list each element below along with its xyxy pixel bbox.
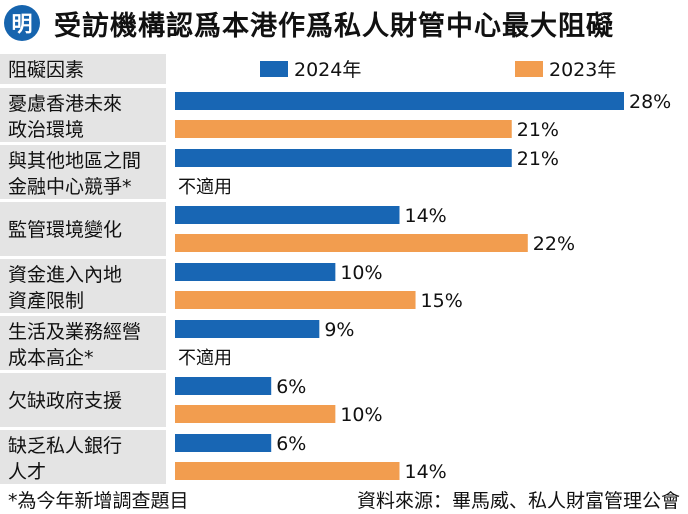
bar-2023: [175, 405, 336, 423]
data-label: 21%: [517, 119, 559, 141]
bar-2023: [175, 234, 528, 252]
chart-rows: 憂慮香港未來政治環境28%21%與其他地區之間金融中心競爭*21%不適用監管環境…: [0, 88, 671, 484]
category-label: 資產限制: [8, 290, 84, 312]
category-label: 金融中心競爭*: [8, 176, 132, 198]
data-label: 22%: [533, 233, 575, 255]
bar-2024: [175, 320, 320, 338]
data-label: 28%: [629, 91, 671, 113]
bar-2023: [175, 291, 416, 309]
not-applicable-label: 不適用: [178, 348, 232, 369]
data-label: 14%: [405, 205, 447, 227]
legend-label-0: 2024年: [294, 59, 361, 81]
not-applicable-label: 不適用: [178, 177, 232, 198]
column-header-label: 阻礙因素: [8, 59, 84, 81]
legend: 2024年 2023年: [260, 59, 616, 81]
bar-2023: [175, 120, 512, 138]
category-label: 缺乏私人銀行: [8, 435, 122, 457]
category-label-bg: [0, 202, 166, 256]
source-note: 資料來源：畢馬威、私人財富管理公會: [356, 490, 680, 512]
category-label-bg: [0, 430, 166, 484]
legend-label-1: 2023年: [549, 59, 616, 81]
bar-2024: [175, 149, 512, 167]
ming-pao-logo: 明: [4, 5, 40, 41]
data-label: 15%: [421, 290, 463, 312]
data-label: 9%: [324, 319, 354, 341]
footnote: *為今年新增調查題目: [8, 490, 189, 512]
category-label-bg: [0, 373, 166, 427]
category-label: 成本高企*: [8, 347, 94, 369]
category-label-bg: [0, 316, 166, 370]
bar-2024: [175, 377, 272, 395]
category-label: 資金進入內地: [8, 264, 122, 286]
bar-2024: [175, 434, 272, 452]
legend-swatch-1: [515, 61, 543, 77]
data-label: 14%: [405, 461, 447, 483]
category-label: 人才: [8, 461, 46, 483]
category-label: 政治環境: [8, 119, 84, 141]
data-label: 6%: [276, 376, 306, 398]
category-label: 欠缺政府支援: [8, 390, 122, 412]
category-label-bg: [0, 145, 166, 199]
legend-swatch-0: [260, 61, 288, 77]
data-label: 10%: [340, 404, 382, 426]
category-label: 憂慮香港未來: [8, 93, 122, 115]
category-label: 與其他地區之間: [8, 150, 141, 172]
bar-2023: [175, 462, 400, 480]
chart-header: 明 受訪機構認爲本港作爲私人財管中心最大阻礙: [0, 0, 688, 46]
category-label: 監管環境變化: [8, 219, 122, 241]
column-header-bg: [0, 54, 166, 84]
bar-2024: [175, 92, 624, 110]
data-label: 21%: [517, 148, 559, 170]
data-label: 10%: [340, 262, 382, 284]
data-label: 6%: [276, 433, 306, 455]
category-label-bg: [0, 88, 166, 142]
bar-2024: [175, 206, 400, 224]
bar-2024: [175, 263, 336, 281]
category-label-bg: [0, 259, 166, 313]
chart-title: 受訪機構認爲本港作爲私人財管中心最大阻礙: [54, 11, 614, 42]
category-label: 生活及業務經營: [8, 321, 141, 343]
